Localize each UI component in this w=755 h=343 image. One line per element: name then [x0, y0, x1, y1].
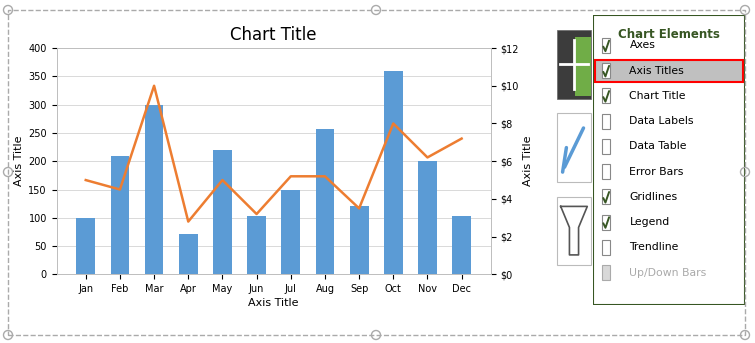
Bar	[602, 240, 610, 255]
Title: Chart Title: Chart Title	[230, 26, 317, 44]
Text: Chart Elements: Chart Elements	[618, 28, 720, 41]
Bar	[316, 129, 334, 274]
Bar	[282, 189, 300, 274]
Bar	[602, 214, 610, 229]
Bar	[602, 164, 610, 179]
Bar	[602, 189, 610, 204]
Bar	[557, 197, 591, 265]
X-axis label: Axis Title: Axis Title	[248, 298, 299, 308]
Bar	[418, 161, 437, 274]
Bar	[602, 88, 610, 104]
Bar	[179, 234, 198, 274]
Text: Axis Titles: Axis Titles	[630, 66, 684, 76]
Text: Data Labels: Data Labels	[630, 116, 694, 126]
Text: Error Bars: Error Bars	[630, 167, 684, 177]
Text: Chart Title: Chart Title	[630, 91, 686, 101]
Text: Up/Down Bars: Up/Down Bars	[630, 268, 707, 277]
Bar	[452, 216, 471, 274]
Text: Trendline: Trendline	[630, 242, 679, 252]
Bar	[602, 63, 610, 78]
Y-axis label: Axis Title: Axis Title	[523, 136, 533, 187]
Text: Gridlines: Gridlines	[630, 192, 677, 202]
Bar	[594, 60, 744, 82]
Bar	[110, 156, 129, 274]
Text: Axes: Axes	[630, 40, 655, 50]
Bar	[575, 37, 591, 96]
Bar	[384, 71, 402, 274]
Bar	[602, 265, 610, 280]
Y-axis label: Axis Title: Axis Title	[14, 136, 24, 187]
Bar	[602, 114, 610, 129]
Bar	[247, 216, 266, 274]
Bar	[145, 105, 164, 274]
Text: Legend: Legend	[630, 217, 670, 227]
Bar	[213, 150, 232, 274]
Bar	[76, 218, 95, 274]
Bar	[602, 139, 610, 154]
Bar	[350, 206, 368, 274]
Bar	[557, 113, 591, 182]
Text: Data Table: Data Table	[630, 141, 687, 151]
Bar	[557, 30, 591, 98]
Bar	[602, 38, 610, 53]
